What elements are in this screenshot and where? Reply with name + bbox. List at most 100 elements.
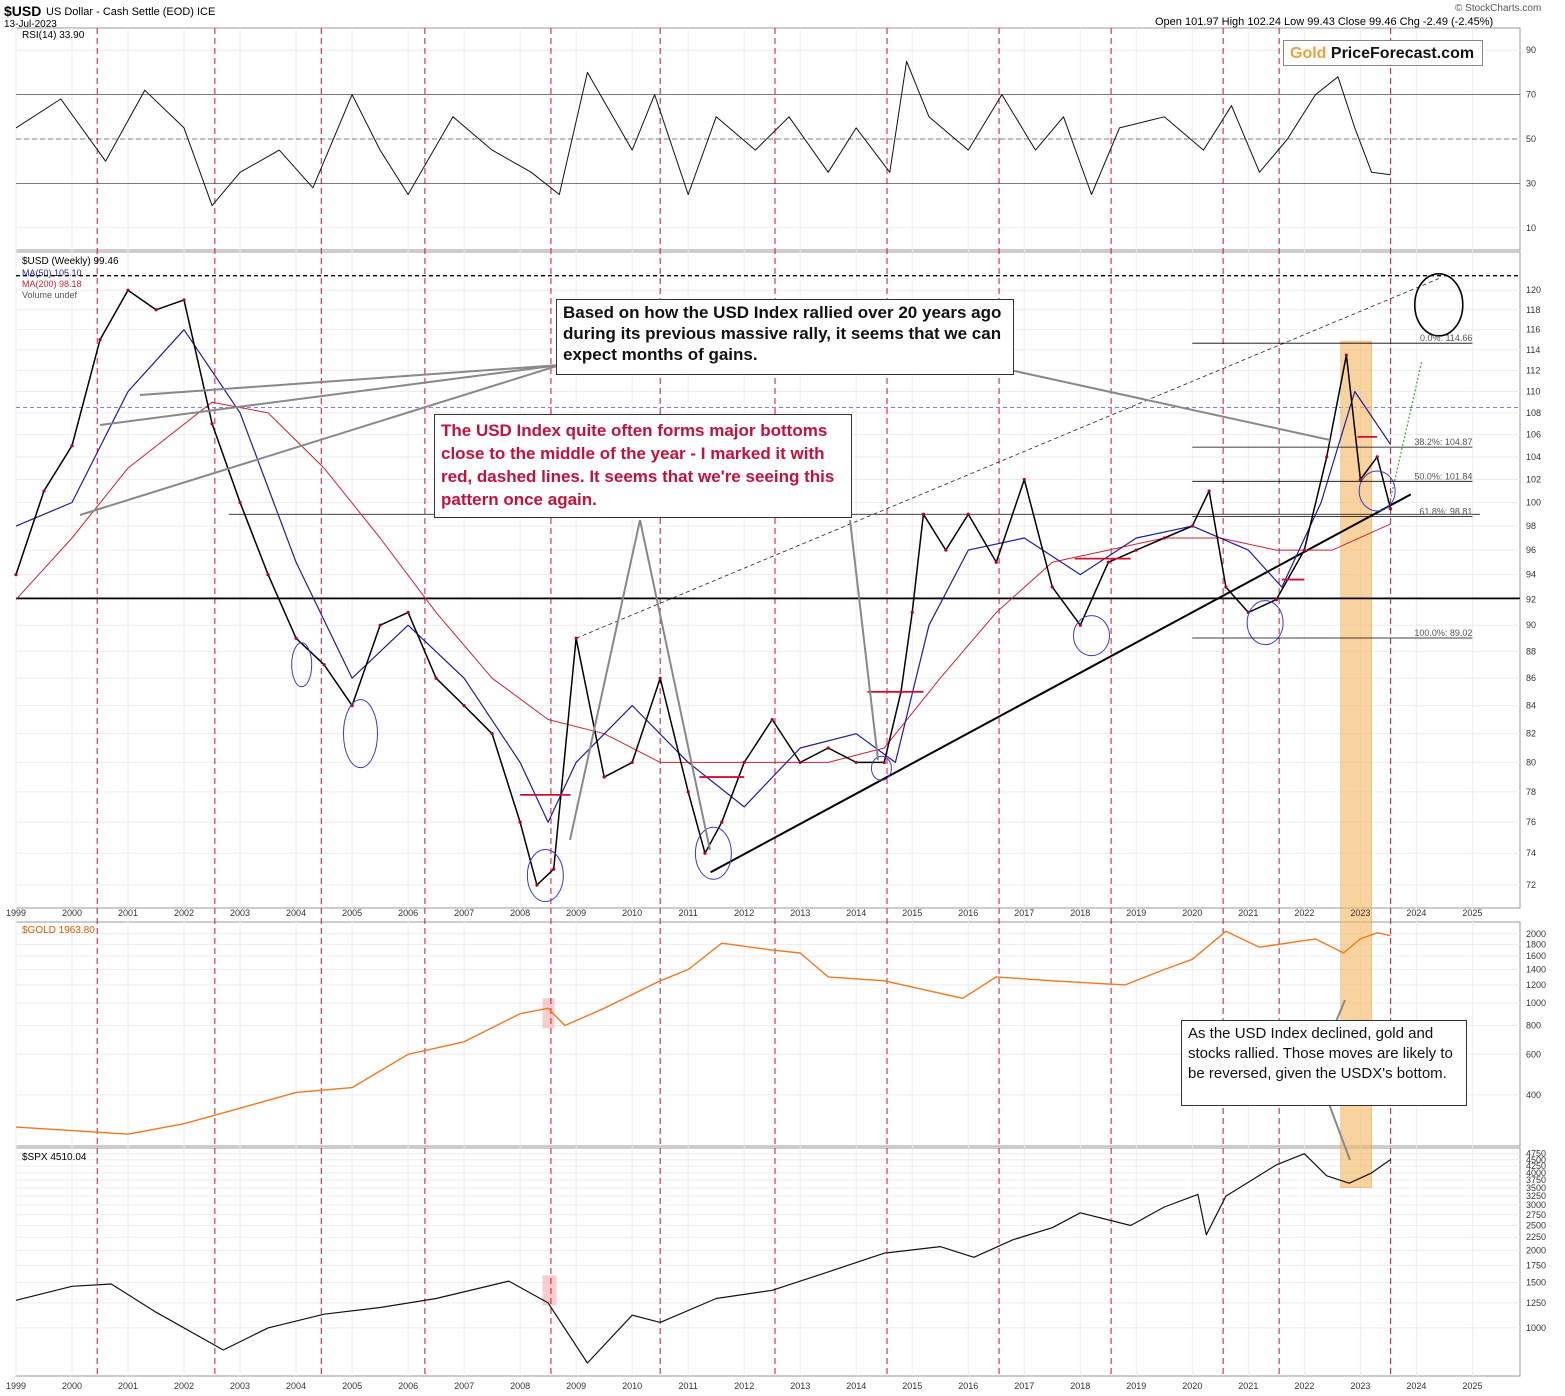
spx-tick: 1000 [1526,1323,1546,1333]
x-tick-label: 2012 [734,1381,754,1391]
usd-tick: 104 [1526,452,1541,462]
x-tick-label: 2015 [902,1381,922,1391]
usd-point [462,703,466,708]
gold-tick: 600 [1526,1049,1541,1059]
usd-tick: 98 [1526,521,1536,531]
usd-point [1134,548,1138,552]
ohlc-readout: Open 101.97 High 102.24 Low 99.43 Close … [1155,16,1494,28]
fib-label: 50.0%: 101.84 [1414,471,1472,481]
x-tick-label: 2018 [1070,908,1090,918]
x-tick-label: 2003 [230,1381,250,1391]
spx-2008-marker [542,1275,557,1306]
bottom-circle [1246,600,1284,646]
x-tick-label: 2024 [1406,1381,1426,1391]
usd-tick: 78 [1526,787,1536,797]
volume-legend: Volume undef [22,290,78,300]
x-tick-label: 2017 [1014,908,1034,918]
fib-label: 38.2%: 104.87 [1414,437,1472,447]
usd-tick: 74 [1526,848,1536,858]
gold-tick: 800 [1526,1020,1541,1030]
usd-point [1358,477,1362,482]
usd-tick: 118 [1526,305,1540,315]
usd-point [98,338,102,342]
x-tick-label: 2023 [1350,1381,1370,1391]
usd-tick: 80 [1526,757,1536,767]
x-tick-label: 2003 [230,908,250,918]
gold-tick: 1600 [1526,951,1546,961]
usd-point [1325,455,1329,459]
usd-tick: 106 [1526,430,1541,440]
gold-tick: 400 [1526,1090,1541,1100]
gold-line [15,930,1391,1135]
usd-point [658,676,662,680]
usd-point [1207,489,1211,493]
usd-point [630,760,634,765]
ma50-line [15,329,1392,823]
x-tick-label: 2001 [118,1381,138,1391]
fib-label: 100.0%: 89.02 [1414,628,1472,638]
spx-tick: 4250 [1526,1161,1546,1171]
gold-tick: 1400 [1526,964,1546,974]
spx-tick: 4750 [1526,1149,1546,1159]
spx-tick: 3500 [1526,1183,1546,1193]
x-tick-label: 2019 [1126,908,1146,918]
usd-point [126,288,130,292]
usd-tick: 84 [1526,701,1536,711]
x-tick-label: 2016 [958,908,978,918]
gold-2008-marker [542,998,555,1029]
usd-point [238,500,242,505]
gold-label: $GOLD 1963.80 [22,925,95,936]
x-tick-label: 2000 [62,908,82,918]
usd-point [154,308,158,312]
usd-point [535,883,539,887]
spx-tick: 1750 [1526,1260,1546,1270]
spx-line [15,1153,1391,1364]
usd-point [1344,353,1348,357]
usd-point [703,851,707,855]
x-tick-label: 2000 [62,1381,82,1391]
usd-point [378,623,382,627]
usd-point [770,717,774,722]
x-tick-label: 2015 [902,908,922,918]
x-tick-label: 2004 [286,1381,306,1391]
x-tick-label: 2013 [790,1381,810,1391]
x-tick-label: 2017 [1014,1381,1034,1391]
x-tick-label: 2020 [1182,1381,1202,1391]
pointer-line [139,364,561,396]
usd-point [574,636,578,640]
usd-point [1302,548,1306,552]
usd-point [1375,455,1379,459]
x-tick-label: 2010 [622,1381,642,1391]
usd-tick: 72 [1526,880,1536,890]
x-tick-label: 2018 [1070,1381,1090,1391]
spx-tick: 1250 [1526,1298,1546,1308]
x-tick-label: 2008 [510,908,530,918]
x-tick-label: 2001 [118,908,138,918]
rising-support-trendline [710,493,1412,874]
x-tick-label: 2025 [1462,908,1482,918]
x-tick-label: 2012 [734,908,754,918]
bottom-circle [342,699,378,769]
chart-symbol: $USD [4,3,42,19]
x-tick-label: 2014 [846,1381,866,1391]
usd-tick: 96 [1526,545,1536,555]
x-tick-label: 1999 [6,908,26,918]
usd-point [182,298,186,302]
usd-tick: 110 [1526,387,1540,397]
usd-point [854,760,858,765]
usd-point [798,760,802,765]
usd-tick: 76 [1526,817,1536,827]
usd-point [14,572,18,577]
pointer-line [1009,369,1331,441]
usd-point [490,732,494,736]
usd-point [1078,623,1082,627]
rsi-tick: 10 [1526,223,1536,233]
usd-point [210,422,214,426]
bottom-circle [526,848,564,902]
chart-date: 13-Jul-2023 [4,19,57,30]
spx-tick: 2500 [1526,1220,1546,1230]
usd-point [720,820,724,824]
source-credit: © StockCharts.com [1455,3,1542,14]
usd-point [42,489,46,493]
usd-tick: 108 [1526,408,1541,418]
